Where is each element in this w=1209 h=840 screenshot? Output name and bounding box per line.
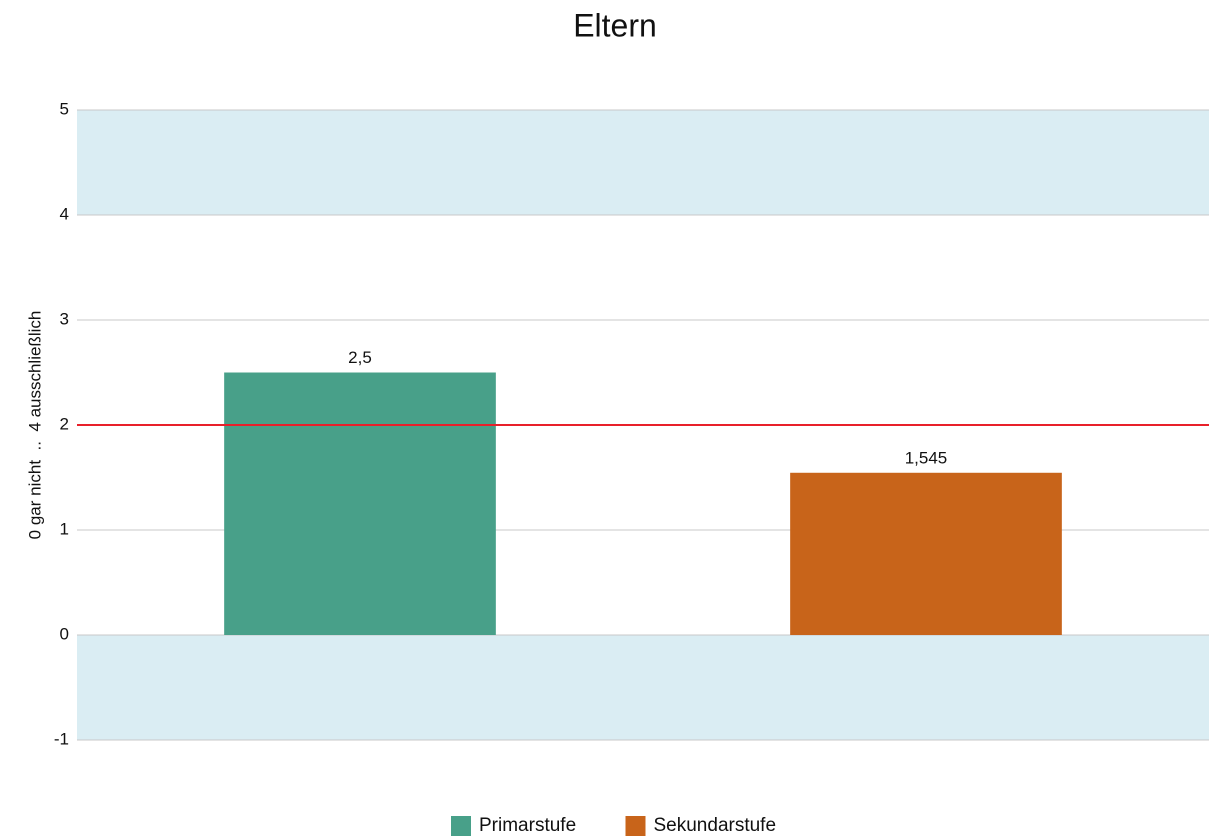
y-tick-label: 1 xyxy=(60,519,69,538)
bar xyxy=(790,472,1062,635)
y-tick-label: 4 xyxy=(60,204,69,223)
legend-label: Primarstufe xyxy=(479,815,576,836)
y-tick-label: -1 xyxy=(54,729,69,748)
y-tick-label: 5 xyxy=(60,99,69,118)
y-axis-label: 0 gar nicht .. 4 ausschließlich xyxy=(25,311,44,540)
legend-swatch xyxy=(451,816,471,836)
legend-label: Sekundarstufe xyxy=(654,815,777,836)
y-tick-label: 3 xyxy=(60,309,69,328)
chart-title: Eltern xyxy=(573,7,657,43)
data-label: 2,5 xyxy=(348,348,372,367)
y-tick-label: 0 xyxy=(60,624,69,643)
data-label: 1,545 xyxy=(905,448,948,467)
plot-band xyxy=(77,635,1209,740)
bar xyxy=(224,372,496,635)
plot-band xyxy=(77,110,1209,215)
y-tick-label: 2 xyxy=(60,414,69,433)
legend-swatch xyxy=(625,816,646,836)
